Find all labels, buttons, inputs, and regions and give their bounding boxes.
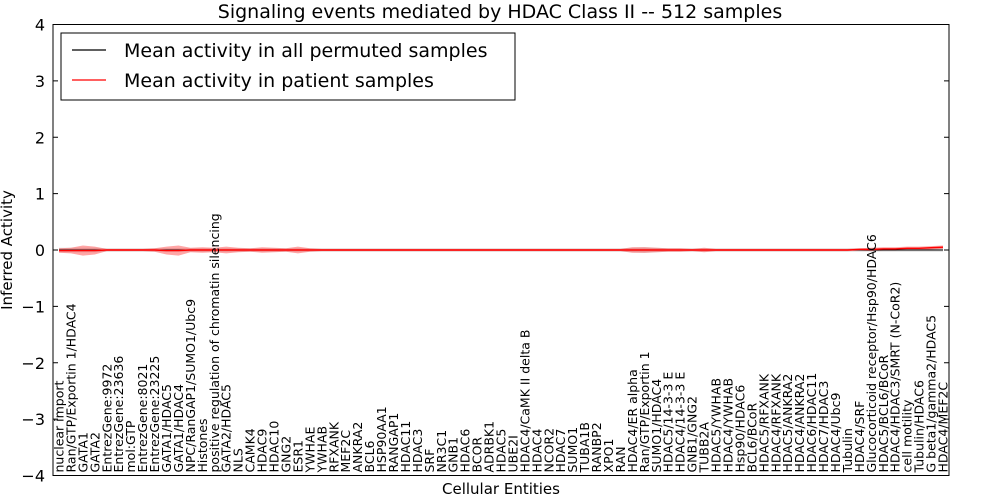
x-tick-label: Glucocorticoid receptor/Hsp90/HDAC6 [864,234,879,472]
x-tick-label: NPC/RanGAP1/SUMO1/Ubc9 [183,299,198,473]
x-tick-label: GNB1 [446,437,461,473]
y-tick-label: 4 [35,16,45,35]
x-tick-label: HDAC5/BCL6/BCoR [876,355,891,473]
x-tick-label: YWHAB [314,426,329,474]
x-tick-label: SUMO1 [565,427,580,473]
x-tick-label: TUBA1B [577,422,592,473]
x-tick-label: HDAC5/YWHAB [709,378,724,473]
y-tick-label: −1 [21,297,45,316]
legend: Mean activity in all permuted samples Me… [60,32,516,101]
x-tick-label: GATA2 [87,432,102,472]
x-tick-label: Hsp90/HDAC6 [732,385,747,473]
y-tick-label: 3 [35,72,45,91]
x-tick-label: XPO1 [601,439,616,473]
legend-label-patient: Mean activity in patient samples [124,70,434,92]
x-tick-label: HDAC4/SRF [852,401,867,473]
y-tick-label: −2 [21,354,45,373]
x-tick-label: HDAC4/ANKRA2 [792,374,807,473]
x-tick-label: HDAC10 [267,421,282,473]
series-lines [59,246,944,252]
y-tick-label: 2 [35,128,45,147]
x-tick-label: HDAC4/YWHAB [721,378,736,473]
x-tick-label: CAMK4 [243,428,258,472]
x-tick-label: HSP90AA1 [374,406,389,472]
y-tick-label: −4 [21,467,45,486]
y-tick-label: 1 [35,185,45,204]
x-tick-label: TUBB2A [697,422,712,474]
x-tick-label: nuclear import [52,380,67,472]
x-tick-label: HDAC5/RFXANK [756,373,771,472]
x-tick-label: ANKRA2 [350,422,365,473]
x-tick-label: GATA1 [75,432,90,472]
x-tick-label: GATA1/HDAC5 [159,384,174,472]
x-tick-label: GATA1/HDAC4 [171,384,186,473]
y-axis-ticks: 4 3 2 1 0 −1 −2 −3 −4 [21,16,949,486]
x-tick-label: Ran/GTP/Exportin 1 [637,351,652,472]
x-tick-label: NR3C1 [434,430,449,473]
x-tick-label: RANGAP1 [386,413,401,473]
x-tick-label: HDAC7 [553,429,568,473]
y-tick-label: 0 [35,241,45,260]
patient-mean-line [59,246,944,252]
x-tick-label: HDAC5/ANKRA2 [780,374,795,473]
x-tick-label: EntrezGene:23636 [111,356,126,473]
x-tick-label: HDAC7/HDAC3 [816,381,831,473]
x-tick-label: HDAC4/RFXANK [768,373,783,472]
x-tick-label: ADRBK1 [482,421,497,473]
x-tick-label: Histones [195,418,210,472]
x-tick-label: HDAC4/ER alpha [625,369,640,472]
y-tick-label: −3 [21,410,45,429]
x-tick-label: HDAC5/14-3-3 E [661,372,676,473]
x-tick-label: HDAC4/Ubc9 [828,393,843,473]
legend-box [60,32,516,101]
x-tick-label: YWHAE [302,427,317,474]
x-tick-label: HDAC3 [410,429,425,473]
x-tick-label: MEF2C [338,430,353,473]
x-tick-label: HDAC4/14-3-3 E [673,372,688,473]
x-tick-label: EntrezGene:8021 [135,364,150,473]
x-tick-label: BCL6/BCoR [744,403,759,473]
x-tick-label: HDAC4/MEF2C [936,382,951,473]
x-tick-label: GATA2/HDAC5 [219,384,234,472]
x-tick-label: Tubulin [840,428,855,473]
x-tick-label: Tubulin/HDAC6 [912,380,927,473]
x-tick-label: positive regulation of chromatin silenci… [207,213,222,472]
x-tick-label: EntrezGene:9972 [99,364,114,473]
chart-title: Signaling events mediated by HDAC Class … [218,1,782,23]
x-tick-label: RAN [613,446,628,472]
x-tick-label: NLS [231,448,246,472]
x-tick-label: RFXANK [326,421,341,472]
x-tick-label: HDAC6 [458,429,473,473]
x-tick-label: ESR1 [290,440,305,472]
x-tick-label: HDAC4/CaMK II delta B [517,330,532,473]
x-tick-label: HDAC5 [494,429,509,473]
x-tick-label: UBE2I [505,435,520,472]
x-tick-label: HDAC11 [398,421,413,473]
legend-label-permuted: Mean activity in all permuted samples [124,40,487,62]
x-tick-label: GNB1/GNG2 [685,396,700,472]
x-tick-label: cell motility [900,399,915,473]
x-tick-label: EntrezGene:23225 [147,356,162,473]
x-tick-label: HDAC9 [255,429,270,473]
x-tick-label: RANBP2 [589,422,604,472]
x-tick-label: SUMO1/HDAC4 [649,379,664,473]
x-tick-label: mol:GTP [123,420,138,472]
x-tick-label: Ran/GTP/Exportin 1/HDAC4 [63,303,78,472]
x-axis-label: Cellular Entities [442,480,560,498]
y-axis-label: Inferred Activity [0,190,16,310]
x-tick-label: NCOR2 [541,428,556,473]
x-tick-label: HDAC4/HDAC3/SMRT (N-CoR2) [888,282,903,473]
x-tick-label: BCL6 [362,440,377,472]
x-tick-label: HDAC6/HDAC11 [804,373,819,473]
x-tick-label: BCOR [470,437,485,473]
x-tick-label: HDAC4 [529,429,544,473]
x-tick-label: G beta1/gamma2/HDAC5 [924,315,939,473]
x-tick-label: GNG2 [279,436,294,473]
x-tick-label: SRF [422,449,437,473]
